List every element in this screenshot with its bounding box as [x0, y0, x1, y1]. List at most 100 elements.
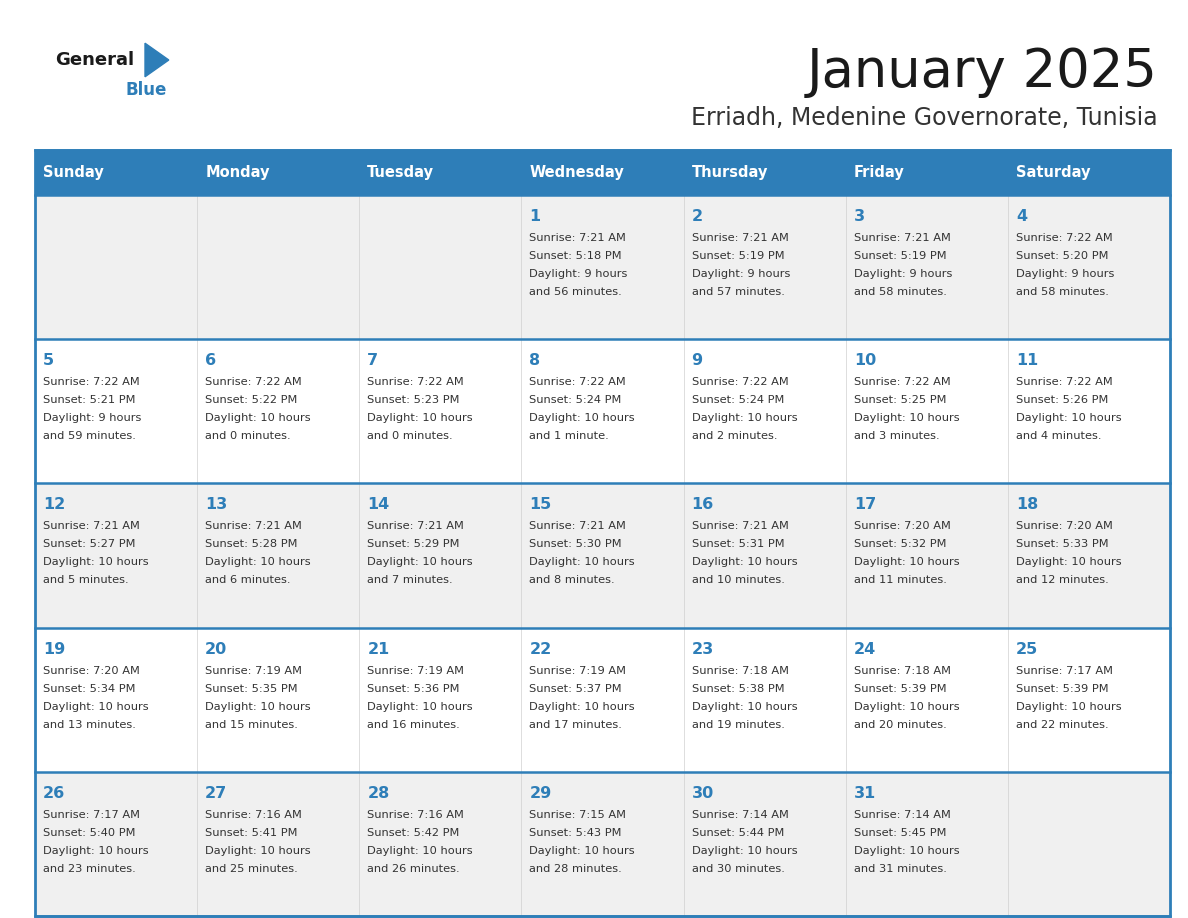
Text: Daylight: 10 hours: Daylight: 10 hours [43, 845, 148, 856]
Text: Sunset: 5:33 PM: Sunset: 5:33 PM [1016, 540, 1108, 549]
Text: Wednesday: Wednesday [530, 165, 624, 180]
Text: Sunset: 5:30 PM: Sunset: 5:30 PM [530, 540, 623, 549]
Text: Sunset: 5:44 PM: Sunset: 5:44 PM [691, 828, 784, 838]
Text: Sunrise: 7:22 AM: Sunrise: 7:22 AM [691, 377, 789, 387]
Text: Daylight: 10 hours: Daylight: 10 hours [530, 701, 636, 711]
Text: 8: 8 [530, 353, 541, 368]
Text: Daylight: 10 hours: Daylight: 10 hours [1016, 413, 1121, 423]
Text: and 19 minutes.: and 19 minutes. [691, 720, 784, 730]
Text: Daylight: 10 hours: Daylight: 10 hours [854, 701, 960, 711]
Text: Sunset: 5:39 PM: Sunset: 5:39 PM [1016, 684, 1108, 694]
Text: Erriadh, Medenine Governorate, Tunisia: Erriadh, Medenine Governorate, Tunisia [691, 106, 1158, 130]
Text: and 13 minutes.: and 13 minutes. [43, 720, 135, 730]
Text: Sunrise: 7:18 AM: Sunrise: 7:18 AM [854, 666, 950, 676]
Text: and 5 minutes.: and 5 minutes. [43, 576, 128, 586]
Polygon shape [145, 43, 169, 77]
Text: Daylight: 10 hours: Daylight: 10 hours [530, 557, 636, 567]
Text: Daylight: 10 hours: Daylight: 10 hours [854, 413, 960, 423]
Text: Tuesday: Tuesday [367, 165, 435, 180]
Text: 30: 30 [691, 786, 714, 800]
Text: Daylight: 9 hours: Daylight: 9 hours [854, 269, 952, 279]
Text: Sunset: 5:31 PM: Sunset: 5:31 PM [691, 540, 784, 549]
Text: Sunset: 5:40 PM: Sunset: 5:40 PM [43, 828, 135, 838]
Bar [34, 150, 197, 195]
Text: Sunset: 5:29 PM: Sunset: 5:29 PM [367, 540, 460, 549]
Text: Sunrise: 7:19 AM: Sunrise: 7:19 AM [206, 666, 302, 676]
Text: Friday: Friday [854, 165, 904, 180]
Text: Daylight: 10 hours: Daylight: 10 hours [206, 845, 311, 856]
Text: January 2025: January 2025 [807, 46, 1158, 98]
Bar [1007, 484, 1170, 628]
Text: 29: 29 [530, 786, 551, 800]
Bar [1007, 150, 1170, 195]
Text: Sunrise: 7:19 AM: Sunrise: 7:19 AM [367, 666, 465, 676]
Text: Sunset: 5:43 PM: Sunset: 5:43 PM [530, 828, 623, 838]
Text: and 10 minutes.: and 10 minutes. [691, 576, 784, 586]
Bar [34, 150, 1170, 916]
Text: 25: 25 [1016, 642, 1038, 656]
Bar [683, 628, 846, 772]
Text: Sunset: 5:22 PM: Sunset: 5:22 PM [206, 396, 297, 405]
Text: and 28 minutes.: and 28 minutes. [530, 864, 623, 874]
Text: Sunrise: 7:22 AM: Sunrise: 7:22 AM [206, 377, 302, 387]
Text: and 1 minute.: and 1 minute. [530, 431, 609, 442]
Text: Sunset: 5:24 PM: Sunset: 5:24 PM [691, 396, 784, 405]
Text: Sunset: 5:39 PM: Sunset: 5:39 PM [854, 684, 947, 694]
Text: Daylight: 10 hours: Daylight: 10 hours [691, 845, 797, 856]
Text: and 11 minutes.: and 11 minutes. [854, 576, 947, 586]
Text: 3: 3 [854, 209, 865, 224]
Text: and 58 minutes.: and 58 minutes. [854, 287, 947, 297]
Text: 16: 16 [691, 498, 714, 512]
Bar [522, 150, 683, 195]
Bar [34, 772, 197, 916]
Text: 12: 12 [43, 498, 65, 512]
Text: Daylight: 9 hours: Daylight: 9 hours [43, 413, 141, 423]
Bar [34, 339, 197, 484]
Text: Daylight: 10 hours: Daylight: 10 hours [854, 557, 960, 567]
Bar [522, 628, 683, 772]
Text: Daylight: 10 hours: Daylight: 10 hours [206, 701, 311, 711]
Text: Sunset: 5:28 PM: Sunset: 5:28 PM [206, 540, 298, 549]
Text: Sunset: 5:19 PM: Sunset: 5:19 PM [854, 251, 947, 261]
Text: Daylight: 10 hours: Daylight: 10 hours [206, 413, 311, 423]
Text: 21: 21 [367, 642, 390, 656]
Text: General: General [55, 51, 134, 69]
Text: Daylight: 10 hours: Daylight: 10 hours [367, 701, 473, 711]
Bar [846, 150, 1007, 195]
Bar [683, 150, 846, 195]
Text: Sunrise: 7:21 AM: Sunrise: 7:21 AM [530, 521, 626, 532]
Bar [359, 772, 522, 916]
Text: Sunset: 5:32 PM: Sunset: 5:32 PM [854, 540, 946, 549]
Text: and 15 minutes.: and 15 minutes. [206, 720, 298, 730]
Text: 26: 26 [43, 786, 65, 800]
Text: Sunset: 5:24 PM: Sunset: 5:24 PM [530, 396, 621, 405]
Text: Daylight: 10 hours: Daylight: 10 hours [1016, 557, 1121, 567]
Text: Sunset: 5:26 PM: Sunset: 5:26 PM [1016, 396, 1108, 405]
Text: Daylight: 9 hours: Daylight: 9 hours [691, 269, 790, 279]
Text: Sunrise: 7:20 AM: Sunrise: 7:20 AM [854, 521, 950, 532]
Text: Sunrise: 7:22 AM: Sunrise: 7:22 AM [854, 377, 950, 387]
Text: 6: 6 [206, 353, 216, 368]
Text: Sunset: 5:34 PM: Sunset: 5:34 PM [43, 684, 135, 694]
Text: Sunset: 5:38 PM: Sunset: 5:38 PM [691, 684, 784, 694]
Text: 2: 2 [691, 209, 702, 224]
Text: Saturday: Saturday [1016, 165, 1091, 180]
Text: Daylight: 10 hours: Daylight: 10 hours [691, 701, 797, 711]
Bar [1007, 772, 1170, 916]
Text: 31: 31 [854, 786, 876, 800]
Text: Sunrise: 7:20 AM: Sunrise: 7:20 AM [43, 666, 140, 676]
Text: Daylight: 10 hours: Daylight: 10 hours [691, 557, 797, 567]
Text: Sunrise: 7:21 AM: Sunrise: 7:21 AM [206, 521, 302, 532]
Bar [522, 195, 683, 339]
Text: Sunrise: 7:21 AM: Sunrise: 7:21 AM [691, 233, 789, 243]
Text: and 30 minutes.: and 30 minutes. [691, 864, 784, 874]
Bar [359, 628, 522, 772]
Text: and 56 minutes.: and 56 minutes. [530, 287, 623, 297]
Text: 13: 13 [206, 498, 227, 512]
Bar [683, 772, 846, 916]
Text: Sunset: 5:45 PM: Sunset: 5:45 PM [854, 828, 946, 838]
Text: Sunrise: 7:14 AM: Sunrise: 7:14 AM [691, 810, 789, 820]
Text: Sunset: 5:23 PM: Sunset: 5:23 PM [367, 396, 460, 405]
Text: and 16 minutes.: and 16 minutes. [367, 720, 460, 730]
Text: Daylight: 10 hours: Daylight: 10 hours [1016, 701, 1121, 711]
